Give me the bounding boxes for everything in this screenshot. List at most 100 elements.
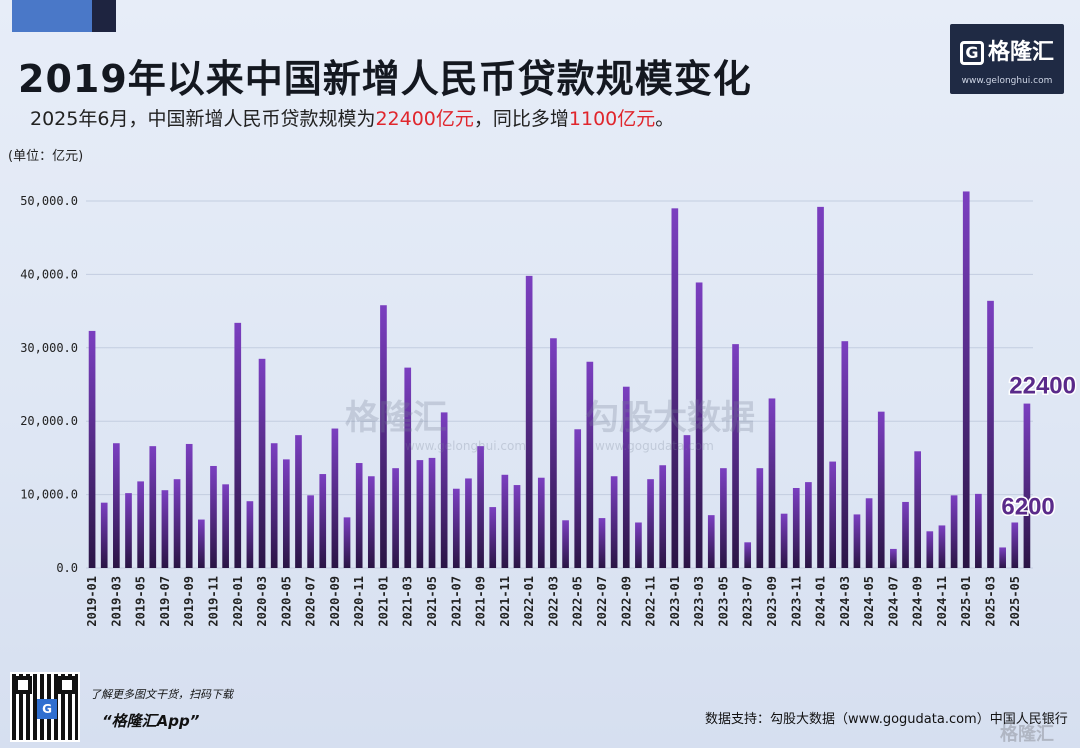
logo-name: 格隆汇 [987, 40, 1054, 65]
x-tick-label: 2021-11 [498, 576, 512, 627]
bar-2025-02 [975, 493, 982, 568]
bar-2022-01 [525, 275, 533, 568]
bar-2024-08 [902, 501, 909, 568]
x-tick-label: 2023-01 [668, 576, 682, 627]
x-tick-label: 2021-07 [449, 576, 463, 627]
bar-2020-04 [270, 443, 278, 568]
bar-2021-07 [452, 488, 460, 568]
bar-2019-06 [149, 446, 157, 568]
bar-2023-08 [756, 468, 764, 568]
y-tick-label: 30,000.0 [20, 341, 78, 355]
bar-2024-07 [890, 548, 897, 568]
x-tick-label: 2021-01 [376, 576, 390, 627]
bar-2021-11 [501, 474, 509, 568]
subtitle-suffix: 。 [655, 108, 675, 130]
annotation-2025-06: 22400 [1009, 373, 1076, 400]
x-tick-label: 2019-07 [158, 576, 172, 627]
bar-2019-09 [185, 443, 193, 568]
annotation-2025-05: 6200 [1001, 493, 1054, 520]
bar-2025-05 [1011, 522, 1019, 568]
bar-2022-12 [659, 465, 667, 568]
bar-2025-03 [987, 300, 994, 568]
bar-2023-05 [720, 468, 727, 568]
bar-2021-01 [380, 305, 387, 568]
qr-logo-icon: G [37, 699, 57, 719]
x-tick-label: 2022-05 [571, 576, 585, 627]
bar-2023-07 [744, 542, 752, 568]
bar-2022-11 [647, 479, 654, 568]
logo-g-icon: G [959, 41, 984, 65]
subtitle-middle: ，同比多增 [473, 108, 569, 130]
bar-2023-03 [695, 282, 703, 568]
bar-2024-12 [950, 495, 958, 568]
bar-2024-03 [841, 341, 849, 568]
y-tick-label: 40,000.0 [20, 267, 78, 281]
bar-2022-04 [562, 520, 569, 568]
bar-2019-01 [88, 330, 96, 568]
x-tick-label: 2019-01 [85, 576, 99, 627]
bar-2023-02 [683, 435, 691, 568]
bar-2024-06 [877, 411, 885, 568]
x-tick-label: 2020-07 [304, 576, 318, 627]
bar-2019-08 [173, 479, 181, 568]
bar-2020-05 [282, 459, 290, 568]
x-tick-label: 2025-01 [959, 576, 973, 627]
x-tick-label: 2023-03 [692, 576, 706, 627]
x-tick-label: 2019-09 [182, 576, 196, 627]
bar-2021-10 [489, 507, 497, 568]
subtitle-yoy-highlight: 1100亿元 [568, 108, 656, 130]
logo-wordmark: G 格隆汇 [950, 34, 1064, 66]
x-tick-label: 2021-09 [474, 576, 488, 627]
data-source: 数据支持：勾股大数据（www.gogudata.com）中国人民银行 [705, 712, 1068, 727]
bar-2019-07 [161, 490, 169, 568]
x-tick-label: 2019-11 [206, 576, 220, 627]
bar-2022-05 [574, 429, 582, 568]
bar-2021-09 [477, 446, 484, 568]
x-tick-label: 2022-07 [595, 576, 609, 627]
x-tick-label: 2020-01 [231, 576, 245, 627]
bar-2021-12 [513, 485, 521, 568]
x-tick-label: 2024-07 [886, 576, 900, 627]
top-accent-bar [12, 0, 92, 32]
bar-2020-03 [258, 358, 266, 568]
x-tick-label: 2024-11 [935, 576, 949, 627]
corner-watermark: 格隆汇 [1000, 724, 1054, 745]
app-name: “格隆汇App” [102, 712, 200, 730]
watermark-gogudata-name: 勾股大数据 [585, 398, 755, 438]
watermark-gogudata: 勾股大数据 www.gogudata.com [585, 390, 755, 453]
bar-2021-04 [416, 460, 424, 568]
subtitle-value-highlight: 22400亿元 [375, 108, 474, 130]
bar-2024-10 [926, 531, 934, 568]
bar-2019-03 [113, 443, 120, 568]
bar-2024-05 [865, 498, 873, 568]
bar-2022-03 [550, 338, 557, 568]
x-tick-label: 2025-05 [1008, 576, 1022, 627]
bar-2022-07 [598, 518, 606, 568]
bar-2023-12 [805, 482, 812, 568]
bar-2024-01 [817, 206, 824, 568]
qr-code[interactable]: G [10, 672, 80, 742]
download-promo: 了解更多图文干货，扫码下载 [90, 688, 233, 701]
x-tick-label: 2023-05 [716, 576, 730, 627]
bar-2020-08 [319, 474, 327, 568]
bar-2024-11 [938, 525, 946, 568]
bar-2020-02 [246, 501, 254, 568]
x-tick-label: 2022-03 [546, 576, 560, 627]
unit-label: (单位：亿元) [8, 149, 84, 164]
bar-2022-09 [622, 386, 630, 568]
x-tick-label: 2024-03 [838, 576, 852, 627]
bar-2024-02 [829, 461, 837, 568]
bar-2023-01 [671, 208, 679, 568]
bar-chart: 0.0 10,000.0 20,000.0 30,000.0 40,000.0 50,00… [20, 191, 1078, 627]
bar-2025-01 [962, 191, 970, 568]
x-tick-label: 2020-09 [328, 576, 342, 627]
brand-logo[interactable]: G 格隆汇 www.gelonghui.com [950, 24, 1064, 94]
x-tick-label: 2024-01 [814, 576, 828, 627]
top-accent-block [92, 0, 116, 32]
bar-2019-04 [125, 493, 132, 568]
y-tick-label: 10,000.0 [20, 488, 78, 502]
bar-2023-09 [768, 398, 776, 568]
bar-2020-07 [307, 495, 314, 568]
bar-2023-11 [792, 487, 800, 568]
bar-2020-11 [355, 463, 363, 568]
